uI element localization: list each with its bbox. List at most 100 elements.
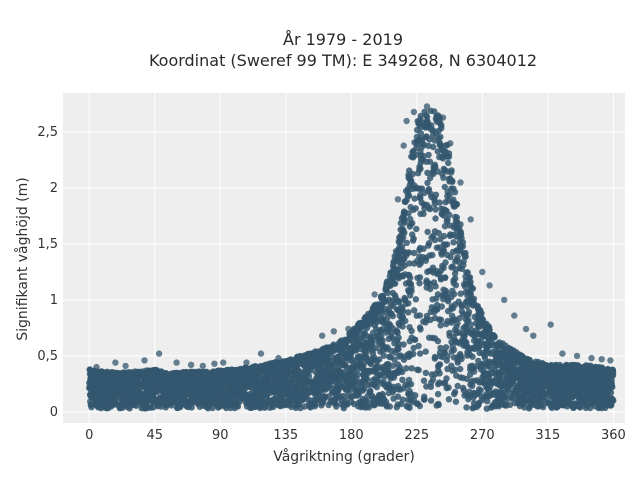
- data-point: [512, 368, 519, 375]
- data-point: [204, 395, 211, 402]
- data-point: [397, 220, 405, 227]
- data-point: [450, 279, 457, 287]
- data-point: [367, 342, 374, 349]
- x-tick-label: 135: [273, 428, 298, 443]
- data-point: [523, 355, 530, 362]
- data-point: [421, 393, 428, 400]
- data-point: [597, 401, 604, 408]
- data-point: [416, 324, 424, 331]
- data-point: [317, 394, 324, 401]
- data-point: [535, 383, 542, 391]
- data-point: [564, 382, 571, 389]
- data-point: [349, 357, 356, 364]
- data-point: [291, 368, 299, 375]
- data-point: [420, 377, 428, 384]
- data-point: [428, 304, 436, 311]
- data-point: [353, 342, 360, 350]
- data-point: [436, 349, 444, 356]
- data-point: [384, 361, 391, 368]
- data-point: [373, 333, 380, 340]
- data-point: [358, 320, 365, 327]
- data-point: [424, 169, 431, 176]
- data-point: [405, 192, 413, 199]
- data-point: [271, 359, 278, 367]
- data-point: [394, 306, 401, 314]
- data-point: [362, 375, 369, 383]
- data-point: [448, 319, 455, 326]
- data-point: [374, 362, 381, 369]
- data-point: [369, 395, 376, 402]
- data-point: [295, 356, 303, 363]
- x-tick-label: 90: [212, 428, 229, 443]
- data-point: [422, 124, 429, 131]
- data-point: [453, 214, 460, 221]
- data-point: [209, 404, 216, 412]
- data-point: [433, 295, 440, 302]
- data-point: [216, 403, 224, 410]
- data-point: [424, 228, 431, 236]
- data-point: [134, 385, 142, 392]
- data-point: [236, 385, 243, 393]
- x-tick-label: 0: [85, 428, 93, 443]
- x-tick-label: 225: [404, 428, 429, 443]
- data-point: [369, 347, 376, 354]
- data-point: [379, 292, 386, 300]
- data-point: [467, 216, 474, 223]
- data-point: [443, 207, 450, 215]
- data-point: [238, 395, 246, 402]
- data-point: [386, 320, 393, 328]
- data-point: [300, 396, 307, 403]
- data-point: [376, 356, 383, 363]
- data-point: [170, 392, 178, 399]
- data-point: [503, 379, 510, 386]
- data-point: [451, 366, 459, 373]
- data-point: [457, 374, 464, 381]
- data-point: [539, 403, 547, 411]
- data-point: [125, 372, 132, 379]
- data-point: [416, 350, 424, 357]
- data-point: [257, 363, 265, 370]
- data-point: [278, 402, 285, 409]
- data-point: [401, 198, 408, 205]
- data-point: [416, 246, 423, 254]
- data-point: [431, 200, 438, 208]
- data-point: [406, 404, 413, 411]
- data-point: [174, 397, 181, 404]
- y-tick-label: 2: [50, 181, 58, 196]
- data-point: [553, 403, 561, 411]
- data-point: [356, 360, 363, 367]
- data-point: [270, 403, 277, 411]
- data-point: [450, 196, 457, 203]
- data-point: [459, 239, 467, 246]
- data-point: [463, 269, 470, 276]
- data-point: [607, 357, 614, 364]
- data-point: [458, 338, 465, 345]
- data-point: [513, 393, 521, 401]
- data-point: [267, 397, 274, 404]
- data-point: [457, 365, 464, 373]
- data-point: [327, 344, 334, 351]
- data-point: [393, 346, 401, 353]
- data-point: [383, 305, 390, 313]
- data-point: [305, 367, 312, 374]
- y-axis-label: Signifikant våghöjd (m): [14, 177, 31, 340]
- data-point: [409, 149, 416, 156]
- data-point: [176, 386, 183, 393]
- data-point: [588, 354, 595, 362]
- data-point: [424, 179, 431, 187]
- data-point: [441, 274, 449, 281]
- data-point: [389, 272, 397, 279]
- data-point: [437, 322, 444, 329]
- y-tick-label: 2,5: [37, 125, 58, 140]
- data-point: [88, 401, 95, 408]
- x-tick-label: 360: [601, 428, 626, 443]
- data-point: [107, 371, 115, 378]
- data-point: [255, 386, 262, 394]
- data-point: [121, 388, 128, 395]
- data-point: [583, 402, 590, 409]
- data-point: [244, 367, 252, 375]
- data-point: [530, 332, 537, 339]
- data-point: [429, 376, 437, 383]
- data-point: [411, 195, 418, 202]
- data-point: [394, 393, 402, 400]
